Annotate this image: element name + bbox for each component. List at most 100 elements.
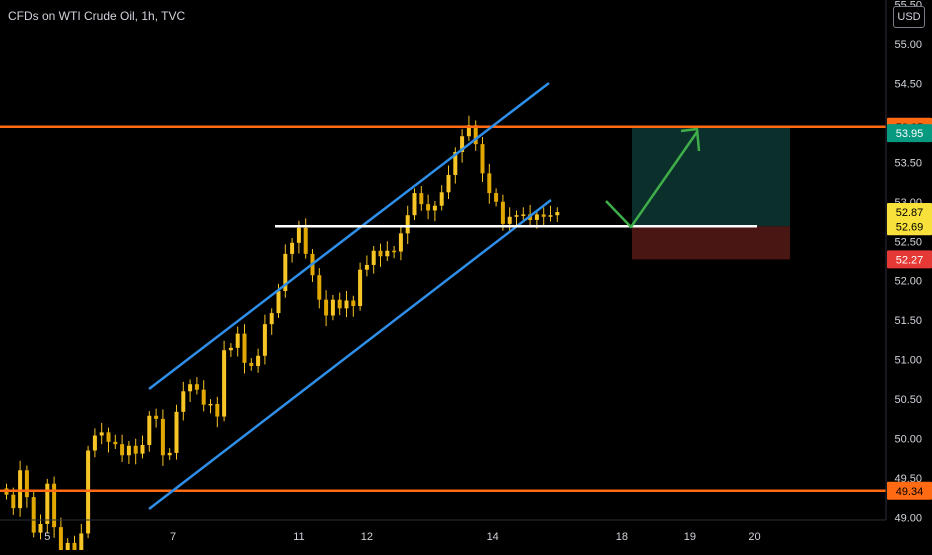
time-tick-label: 11 [293,531,304,543]
price-tick-label: 52.00 [894,276,922,288]
candle-body [262,324,267,356]
candle-body [548,215,553,217]
candle-body [215,403,220,417]
candle-body [426,204,431,211]
candle-body [351,300,356,307]
candle-body [494,193,499,202]
candle [521,207,526,220]
candle-body [446,174,451,193]
candle-body [317,275,322,300]
candle [460,129,465,163]
candle [466,115,471,141]
candle [473,120,478,151]
candle-body [58,527,63,555]
price-badge: 52.69 [887,217,932,236]
price-badge: 52.27 [887,250,932,269]
candle [133,438,138,465]
candle [11,487,16,515]
candle [45,478,50,533]
candle [392,245,397,259]
candle-body [133,445,138,454]
candle [358,262,363,311]
candle [38,514,43,540]
candle-body [507,216,512,224]
candle-body [385,250,390,257]
candle [446,165,451,200]
candle-body [126,445,131,456]
candle-body [45,483,50,524]
candle [405,205,410,245]
candle [385,241,390,261]
candle [507,207,512,233]
time-axis[interactable]: 5 7 11 12 14 18 19 20 [0,519,886,543]
price-badge: 53.95 [887,124,932,143]
drawings [0,82,886,510]
candle [330,294,335,321]
price-axis[interactable]: 49.0049.5050.0050.5051.0051.5052.0052.50… [885,0,922,525]
price-badge-bg [887,250,932,269]
price-badge-bg [887,124,932,143]
candle-body [52,483,57,528]
price-tick-label: 50.00 [894,434,922,446]
price-tick-label: 55.00 [894,39,922,51]
candle [262,314,267,365]
candle-body [378,250,383,257]
stop-zone [632,226,790,260]
candle [194,377,199,395]
candle-body [324,299,329,316]
candle-body [65,542,70,555]
candle-body [460,136,465,153]
position-zones [632,126,790,260]
candle-body [473,125,478,145]
candle [371,245,376,274]
candle-body [555,212,560,216]
candle-body [487,173,492,194]
candle [58,517,63,555]
price-badge-label: 52.69 [896,221,924,233]
candle [337,292,342,316]
candle-body [364,264,369,270]
time-tick-label: 7 [170,531,176,543]
candle [174,404,179,460]
candle-body [181,391,186,412]
candle-body [174,411,179,453]
candle-body [521,214,526,216]
time-tick-label: 19 [684,531,696,543]
price-tick-label: 53.50 [894,157,922,169]
candle-body [113,441,118,445]
candle-body [412,193,417,216]
candle-body [31,497,36,533]
currency-button[interactable]: USD [893,6,925,28]
candle-body [167,452,172,456]
candle-body [344,300,349,309]
candle-body [398,233,403,252]
price-badge-bg [887,203,932,222]
candle [120,434,125,462]
channel-lower [148,199,552,510]
candle [181,381,186,421]
candle-body [405,215,410,234]
candle-body [38,523,43,533]
candle-body [249,362,254,367]
candle-body [222,350,227,417]
target-zone [632,126,790,227]
candle-body [466,125,471,137]
candle [344,291,349,318]
candle-body [147,415,152,445]
candle-body [392,250,397,253]
candle [290,238,295,263]
candle-body [24,470,29,498]
candle [167,448,172,460]
candle-body [140,444,145,454]
candle-body [188,384,193,392]
candle-body [11,494,16,509]
candle [364,255,369,277]
candle-body [296,227,301,243]
candle [79,523,84,555]
candle [548,205,553,222]
candle [228,343,233,357]
candle-body [480,144,485,174]
price-tick-label: 49.00 [894,513,922,525]
